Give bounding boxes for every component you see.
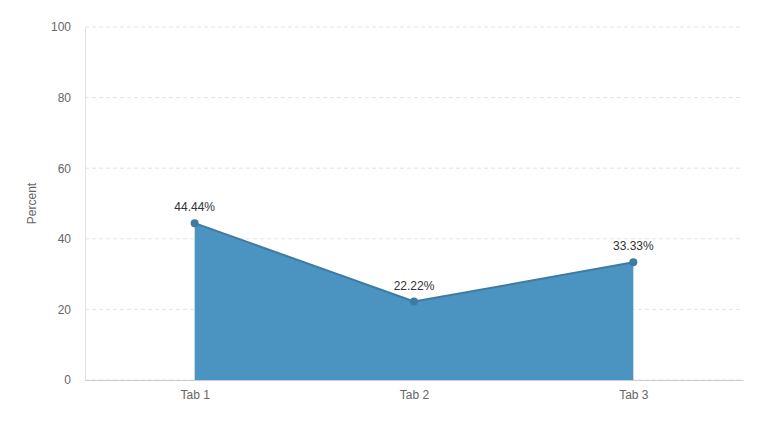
y-tick: 80: [58, 91, 85, 105]
data-label: 22.22%: [394, 279, 435, 293]
x-axis-line: [86, 380, 744, 381]
point: [629, 258, 637, 266]
point: [191, 219, 199, 227]
y-tick: 100: [51, 20, 85, 34]
x-tick-label: Tab 1: [180, 388, 210, 402]
grid-line: [85, 97, 743, 98]
y-axis-line: [85, 28, 86, 381]
y-axis-title: Percent: [25, 182, 39, 224]
y-tick-label: 60: [58, 162, 72, 176]
x-tick-label: Tab 2: [400, 388, 430, 402]
area: [195, 223, 634, 380]
y-tick-label: 0: [64, 373, 71, 387]
line: [195, 223, 634, 301]
y-tick-label: 80: [58, 91, 72, 105]
x-axis: Tab 1 Tab 2 Tab 3: [86, 380, 744, 402]
y-tick: 20: [58, 303, 85, 317]
y-tick: 60: [58, 162, 85, 176]
y-tick-label: 100: [51, 20, 71, 34]
chart: 0 20 40 60 80 100 Tab 1 Tab 2 Tab 3 Percent 44.44%…: [0, 0, 771, 427]
x-tick: Tab 3: [619, 380, 649, 402]
grid: [85, 27, 743, 380]
y-tick: 40: [58, 232, 85, 246]
y-tick: 0: [64, 373, 85, 387]
x-tick-label: Tab 3: [619, 388, 649, 402]
grid-line: [85, 27, 743, 28]
y-tick-label: 40: [58, 232, 72, 246]
grid-line: [85, 168, 743, 169]
y-tick-label: 20: [58, 303, 72, 317]
x-tick: Tab 2: [400, 380, 430, 402]
marks: [191, 219, 638, 380]
x-tick: Tab 1: [180, 380, 210, 402]
data-label: 33.33%: [613, 239, 654, 253]
point: [410, 298, 418, 306]
data-label: 44.44%: [174, 200, 215, 214]
y-axis: 0 20 40 60 80 100: [51, 20, 86, 387]
